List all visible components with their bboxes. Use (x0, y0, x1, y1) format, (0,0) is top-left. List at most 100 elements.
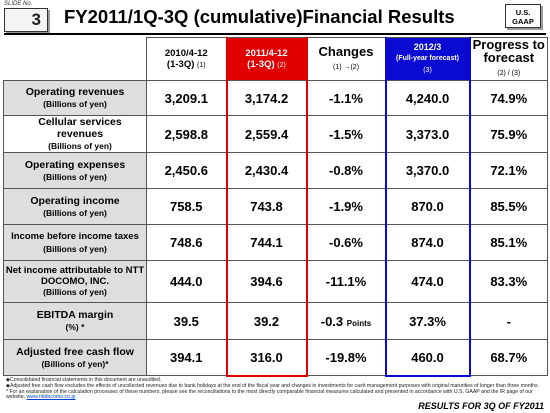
cell-2011: 743.8 (225, 188, 308, 225)
footnote-3-text: * For an explanation of the calculation … (6, 388, 533, 401)
cell-change: -11.1% (306, 260, 386, 303)
gaap-badge: U.S. GAAP (505, 4, 541, 28)
row-unit: (Billions of yen) (43, 243, 107, 254)
header-col-progress-main: Progress to forecast (472, 37, 545, 65)
row-label: Operating income (Billions of yen) (3, 188, 147, 225)
cell-forecast: 3,370.0 (384, 152, 471, 189)
cell-2010: 748.6 (146, 224, 227, 261)
cell-2011: 316.0 (225, 339, 308, 377)
table-row: Income before income taxes (Billions of y… (3, 224, 548, 261)
slide-number-label: SLIDE No. (4, 1, 33, 7)
cell-change-value: -0.3 (320, 313, 344, 329)
cell-progress: 74.9% (469, 80, 548, 116)
gaap-badge-line2: GAAP (512, 17, 534, 26)
row-label: Cellular services revenues (Billions of y… (3, 115, 147, 153)
cell-2010: 2,450.6 (146, 152, 227, 189)
cell-forecast: 874.0 (384, 224, 471, 261)
cell-change: -0.3 Points (306, 302, 386, 340)
header-col-forecast: 2012/3 (Full-year forecast) (3) (384, 37, 471, 81)
financial-results-table: 2010/4-12 (1-3Q) (1) 2011/4-12 (1-3Q) (2… (3, 37, 548, 377)
cell-progress: 85.1% (469, 224, 548, 261)
table-header-row: 2010/4-12 (1-3Q) (1) 2011/4-12 (1-3Q) (2… (3, 37, 548, 81)
header-col-2011-main: 2011/4-12 (245, 47, 288, 59)
row-unit: (%) * (65, 322, 85, 332)
header-col-2010: 2010/4-12 (1-3Q) (1) (146, 37, 227, 81)
cell-progress: 75.9% (469, 115, 548, 153)
row-label: Operating revenues (Billions of yen) (3, 80, 147, 116)
header-col-changes-main: Changes (318, 43, 374, 59)
header-col-2010-main: 2010/4-12 (164, 47, 208, 59)
cell-progress: 83.3% (469, 260, 548, 303)
cell-progress: 68.7% (469, 339, 548, 376)
cell-2010: 3,209.1 (146, 80, 227, 116)
row-unit: (Billions of yen) (43, 171, 107, 182)
row-label-text: Operating income (30, 194, 120, 207)
cell-forecast: 474.0 (384, 260, 471, 303)
table-row: Adjusted free cash flow (Billions of yen)… (3, 339, 548, 377)
row-label-text: Operating expenses (24, 158, 126, 171)
table-row: Operating expenses (Billions of yen) 2,45… (3, 152, 548, 189)
footnote-1: ◆Consolidated financial statements in th… (6, 377, 162, 383)
cell-change-suffix: Points (346, 318, 372, 328)
header-col-changes-note: (1) →(2) (332, 63, 360, 71)
header-col-2010-note: (1) (197, 61, 206, 69)
cell-progress: 85.5% (469, 188, 548, 225)
cell-forecast: 3,373.0 (384, 115, 471, 153)
row-unit: (Billions of yen) (43, 207, 107, 218)
cell-change: -0.6% (306, 224, 386, 261)
cell-forecast: 460.0 (384, 339, 471, 377)
table-row: Operating income (Billions of yen) 758.5 … (3, 188, 548, 225)
header-col-2010-sub: (1-3Q) (166, 58, 195, 70)
header-col-2011-note: (2) (277, 61, 286, 69)
row-unit: (Billions of yen) (48, 141, 112, 151)
page-title: FY2011/1Q-3Q (cumulative)Financial Resul… (64, 6, 455, 27)
cell-2011: 3,174.2 (225, 80, 308, 116)
footer-caption: RESULTS FOR 3Q OF FY2011 (418, 401, 544, 411)
row-label-text: Net income attributable to NTT DOCOMO, I… (5, 265, 145, 287)
cell-change: -1.5% (306, 115, 386, 153)
table-row: EBITDA margin (%) * 39.5 39.2 -0.3 Points… (3, 302, 548, 340)
cell-2010: 444.0 (146, 260, 227, 303)
cell-forecast: 37.3% (384, 302, 471, 340)
header-col-progress: Progress to forecast (2) / (3) (469, 37, 548, 81)
cell-2011: 2,559.4 (225, 115, 308, 153)
header-col-forecast-sub: (Full-year forecast) (395, 55, 460, 62)
cell-forecast: 870.0 (384, 188, 471, 225)
row-label-text: Operating revenues (25, 86, 125, 98)
cell-change: -1.9% (306, 188, 386, 225)
cell-2011: 744.1 (225, 224, 308, 261)
header-col-2011: 2011/4-12 (1-3Q) (2) (225, 37, 308, 81)
row-unit: (Billions of yen) (43, 99, 107, 109)
row-label-text: EBITDA margin (36, 309, 114, 321)
header-col-forecast-note: (3) (423, 67, 432, 74)
cell-progress: 72.1% (469, 152, 548, 189)
row-label: Income before income taxes (Billions of y… (3, 224, 147, 261)
cell-2011: 394.6 (225, 260, 308, 303)
header-col-forecast-main: 2012/3 (413, 42, 442, 52)
row-label-text: Cellular services revenues (38, 116, 122, 140)
cell-2010: 394.1 (146, 339, 228, 376)
header-col-changes: Changes (1) →(2) (306, 37, 386, 81)
row-label: EBITDA margin (%) * (3, 302, 147, 340)
gaap-badge-line1: U.S. (515, 8, 531, 17)
row-label: Adjusted free cash flow (Billions of yen)… (3, 339, 147, 376)
footnotes: ◆Consolidated financial statements in th… (6, 377, 546, 402)
row-label-text: Income before income taxes (11, 230, 139, 242)
cell-2010: 758.5 (146, 188, 227, 225)
table-row: Cellular services revenues (Billions of y… (3, 115, 548, 153)
footnote-2: ◆Adjusted free cash flow excludes the ef… (6, 382, 540, 389)
slide-number-box: 3 (4, 8, 48, 32)
cell-2011: 39.2 (225, 302, 308, 340)
website-link[interactable]: www.nttdocomo.co.jp (26, 394, 76, 401)
header-empty-cell (3, 37, 147, 81)
table-row: Operating revenues (Billions of yen) 3,20… (3, 80, 548, 116)
row-label: Net income attributable to NTT DOCOMO, I… (3, 260, 147, 303)
table-row: Net income attributable to NTT DOCOMO, I… (3, 260, 548, 303)
slide-number: 3 (31, 10, 41, 29)
cell-2010: 39.5 (146, 302, 227, 340)
cell-change: -0.8% (306, 152, 386, 189)
footnote-3: * For an explanation of the calculation … (6, 388, 546, 402)
cell-2010: 2,598.8 (146, 115, 227, 153)
row-unit: (Billions of yen) (43, 287, 107, 297)
cell-progress: - (469, 302, 548, 340)
